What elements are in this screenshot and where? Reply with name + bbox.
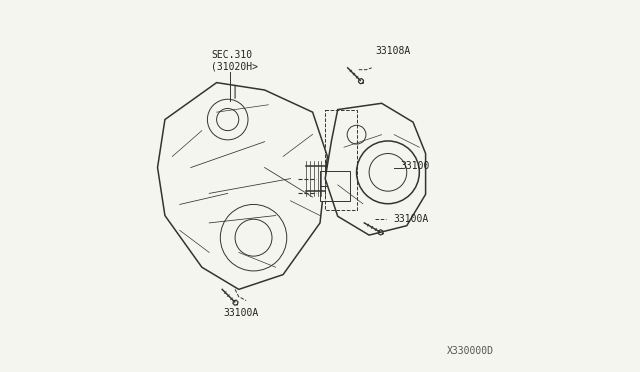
Text: 33100A: 33100A	[394, 214, 429, 224]
Text: 33108A: 33108A	[376, 46, 411, 56]
Polygon shape	[320, 171, 349, 201]
Text: 33100A: 33100A	[223, 308, 259, 318]
Text: 33100: 33100	[401, 161, 430, 171]
Text: SEC.310
(31020H>: SEC.310 (31020H>	[211, 50, 258, 71]
Text: X330000D: X330000D	[447, 346, 493, 356]
